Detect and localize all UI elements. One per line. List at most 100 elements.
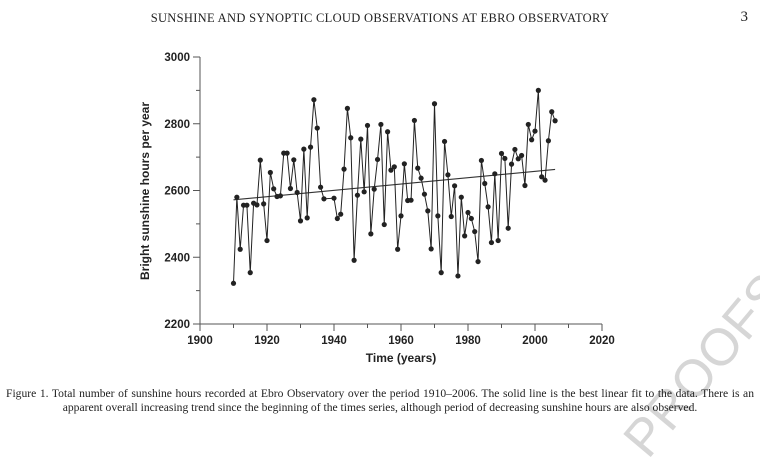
data-point [478,157,484,164]
x-tick-label: 1980 [455,335,481,347]
data-point [378,121,384,128]
x-tick-label: 1900 [187,335,213,347]
data-point [364,122,371,129]
data-point [539,174,545,180]
data-point [465,209,471,216]
trend-line [233,168,556,201]
data-point [321,196,327,202]
data-point [277,193,283,199]
data-point [334,215,340,222]
data-point [395,246,401,252]
data-point [502,155,508,162]
data-point [237,246,243,252]
data-point [522,182,528,189]
sunshine-chart: 2200 2400 2600 2800 3000 1900 1920 1940 1960 1980… [138,52,615,365]
data-point [381,221,387,228]
data-point [452,183,458,189]
data-point [264,237,270,244]
data-point [408,197,414,203]
data-point [247,270,253,276]
data-point [307,144,314,150]
data-point [348,135,354,141]
data-point [244,202,250,208]
data-point [458,194,464,200]
data-point [344,105,350,111]
data-point [418,175,424,181]
y-tick-label: 3000 [164,52,190,64]
data-point [435,213,441,219]
data-point [391,164,397,170]
y-tick-label: 2200 [164,319,190,331]
data-point [549,109,555,115]
data-point [519,152,525,159]
data-point [261,201,267,207]
data-point [529,137,535,143]
data-point [431,101,438,107]
page-number: 3 [740,9,749,25]
data-point [234,194,240,200]
data-point [468,215,474,222]
data-point [304,215,310,221]
data-point [338,211,344,217]
data-point [287,185,294,192]
data-point [438,270,444,276]
data-point [314,125,320,131]
data-point [475,258,481,265]
data-point [398,213,404,219]
axes [193,56,603,331]
data-point [505,225,511,231]
data-point [488,239,495,246]
data-point [532,128,538,134]
data-point [428,246,434,252]
series-line [233,90,556,284]
data-point [331,195,337,201]
data-point [401,161,407,167]
data-point [445,172,451,178]
data-point [230,280,237,286]
data-point [254,202,260,208]
trend-line-group [233,168,556,201]
tick-labels: 2200 2400 2600 2800 3000 1900 1920 1940 1960 1980… [164,52,614,347]
data-point [492,171,498,177]
data-point [462,233,468,239]
data-point [525,121,531,128]
y-tick-label: 2800 [164,119,190,131]
data-point [542,177,548,183]
figure-caption: Figure 1. Total number of sunshine hours… [6,387,754,414]
data-point [482,180,488,187]
x-tick-label: 2020 [589,335,615,347]
data-point [271,186,277,192]
data-point [297,218,304,224]
data-point [552,118,558,124]
data-point [388,167,394,173]
data-point [385,129,391,135]
data-point [411,117,417,124]
data-point [354,192,361,198]
x-tick-label: 1940 [321,335,347,347]
data-point [257,157,263,163]
data-point [318,184,324,190]
y-axis-label: Bright sunshine hours per year [138,102,152,280]
data-series [230,87,558,286]
data-point [545,138,552,144]
data-point [425,208,431,214]
data-point [455,273,461,279]
data-point [421,191,428,197]
data-point [515,156,521,162]
data-point [512,146,518,153]
data-point [368,231,374,237]
data-point [374,156,381,163]
data-point [294,189,300,196]
data-point [284,150,290,156]
y-tick-label: 2600 [164,186,190,198]
data-point [508,161,515,167]
x-tick-label: 2000 [522,335,548,347]
x-axis-label: Time (years) [366,351,436,365]
data-point [301,146,307,152]
y-tick-label: 2400 [164,252,190,264]
data-point [361,189,367,195]
data-point [472,228,478,235]
data-point [498,150,505,157]
data-point [358,136,364,142]
x-tick-label: 1920 [254,335,280,347]
